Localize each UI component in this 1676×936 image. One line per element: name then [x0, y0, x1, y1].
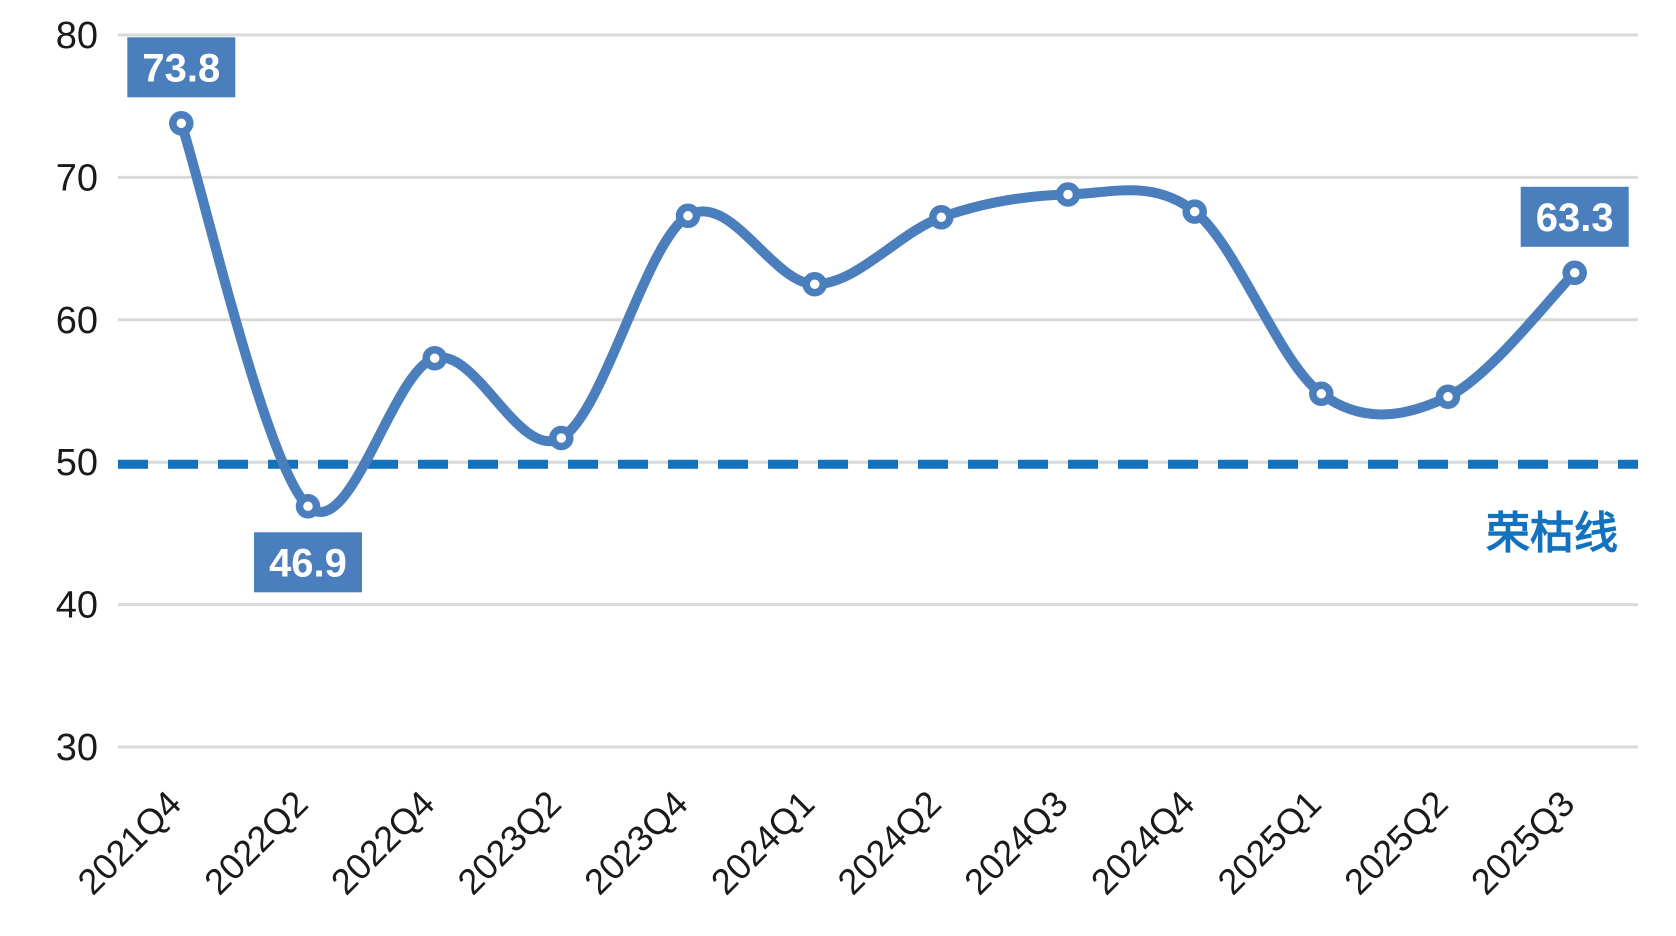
y-tick-label-70: 70 — [56, 157, 98, 199]
x-tick-label-2025Q2: 2025Q2 — [1336, 783, 1456, 903]
y-tick-label-60: 60 — [56, 300, 98, 342]
reference-line-label: 荣枯线 — [1486, 509, 1618, 558]
data-point-2024Q4 — [1182, 199, 1207, 224]
x-tick-label-2023Q2: 2023Q2 — [449, 783, 569, 903]
data-label-value: 73.8 — [142, 46, 220, 90]
data-point-2024Q2 — [929, 205, 954, 230]
x-tick-label-2024Q2: 2024Q2 — [829, 783, 949, 903]
data-point-2023Q4 — [675, 203, 701, 229]
data-label-value: 63.3 — [1536, 196, 1614, 240]
y-tick-label-50: 50 — [56, 442, 98, 484]
data-point-2024Q1 — [802, 271, 827, 297]
y-axis-tick-labels: 30 40 50 60 70 80 — [56, 15, 98, 769]
data-label-box — [1520, 186, 1629, 247]
x-tick-label-2024Q4: 2024Q4 — [1083, 783, 1203, 903]
x-tick-label-2021Q4: 2021Q4 — [69, 783, 189, 903]
data-label-2022Q2: 46.9 — [254, 532, 362, 593]
y-tick-label-40: 40 — [56, 585, 98, 627]
data-point-2024Q3 — [1055, 182, 1081, 207]
gridlines — [118, 33, 1638, 749]
x-tick-label-2023Q4: 2023Q4 — [576, 783, 696, 903]
data-point-2025Q2 — [1435, 384, 1461, 409]
x-tick-label-2022Q2: 2022Q2 — [196, 783, 316, 903]
data-label-box — [254, 532, 362, 593]
x-tick-label-2025Q1: 2025Q1 — [1209, 783, 1329, 903]
data-point-markers — [169, 111, 1587, 519]
data-point-2025Q1 — [1309, 381, 1334, 407]
x-tick-label-2025Q3: 2025Q3 — [1463, 783, 1583, 903]
data-label-box — [127, 37, 236, 98]
data-label-2025Q3: 63.3 — [1520, 186, 1629, 247]
x-tick-label-2024Q3: 2024Q3 — [956, 783, 1076, 903]
x-tick-label-2022Q4: 2022Q4 — [323, 783, 443, 903]
data-point-2023Q2 — [549, 425, 574, 451]
data-point-2022Q2 — [295, 494, 321, 519]
data-point-2022Q4 — [422, 345, 447, 371]
data-point-2021Q4 — [169, 111, 194, 136]
data-point-2025Q3 — [1562, 260, 1587, 286]
x-tick-label-2024Q1: 2024Q1 — [703, 783, 823, 903]
data-label-value: 46.9 — [269, 541, 347, 585]
data-label-2021Q4: 73.8 — [127, 37, 236, 98]
y-tick-label-80: 80 — [56, 15, 98, 57]
data-labels: 73.8 46.9 63.3 — [127, 37, 1629, 593]
y-tick-label-30: 30 — [56, 727, 98, 769]
x-axis-tick-labels: 2021Q4 2022Q2 2022Q4 2023Q2 2023Q4 2024Q1 2024… — [69, 783, 1582, 903]
series-line — [176, 118, 1580, 517]
